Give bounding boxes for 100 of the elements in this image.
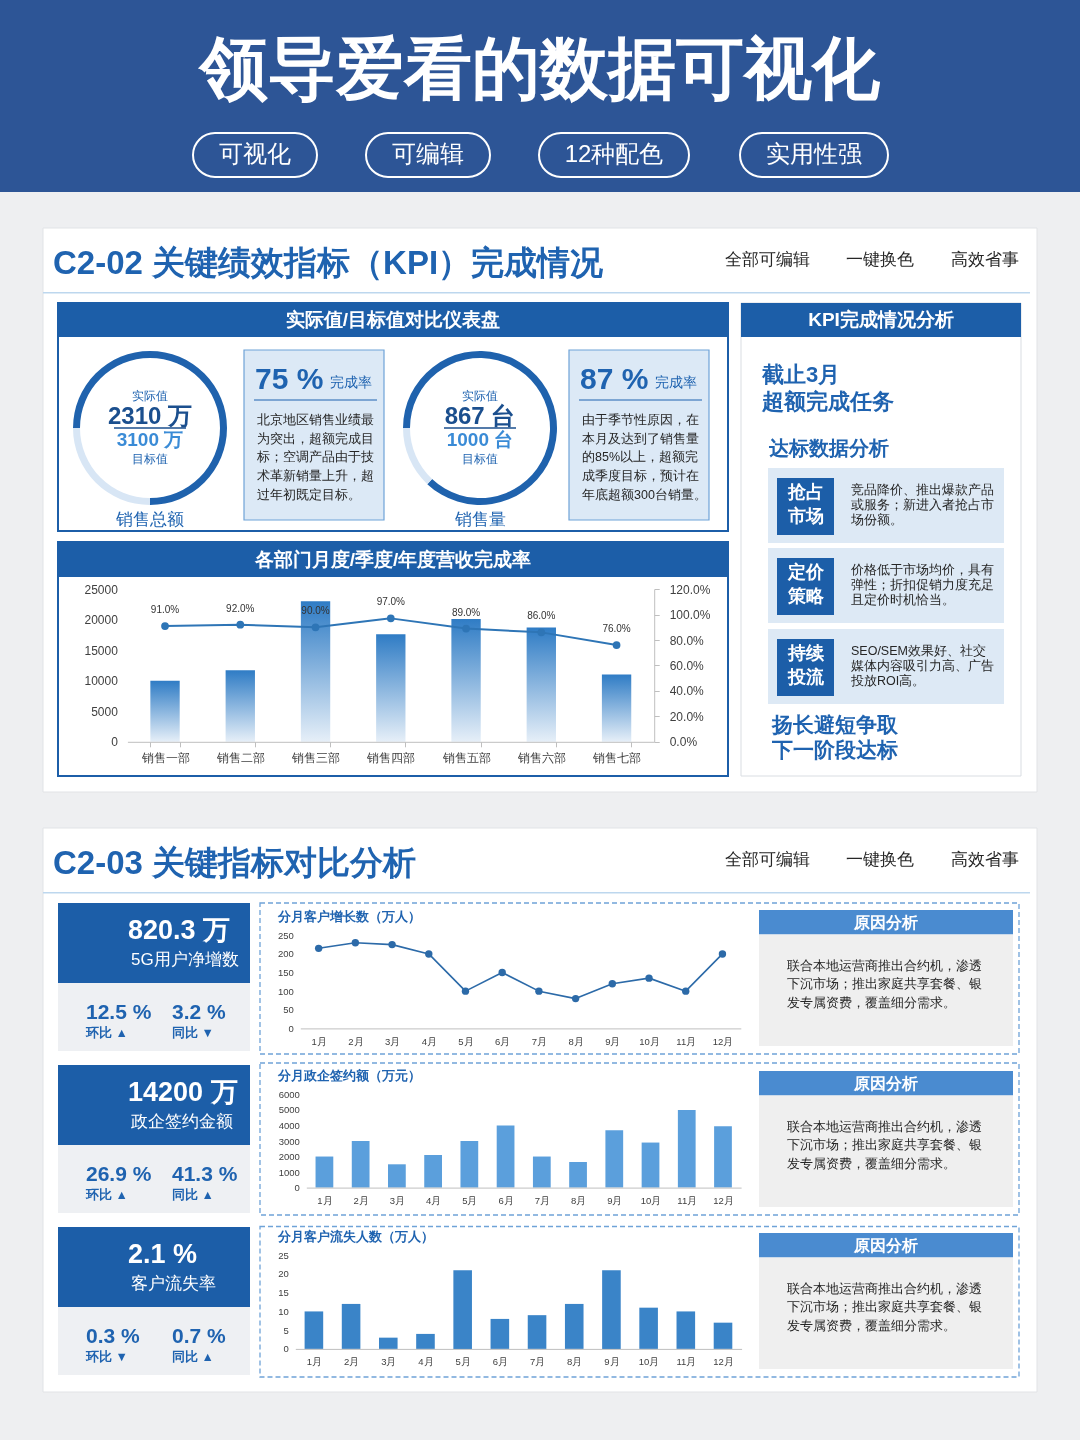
text: 可视化 [219,140,291,167]
bar [602,1270,621,1349]
point [388,940,396,949]
text: 环比 ▲ [85,1026,128,1040]
point [682,987,690,995]
x-tick-label: 12月 [712,1035,734,1047]
bar [341,1303,361,1349]
bar [150,680,180,742]
point [236,620,245,629]
point [314,944,323,953]
y-tick-label: 5 [283,1324,289,1336]
data-label: 90.0% [301,605,330,617]
text: 41.3 % [172,1162,238,1185]
point [498,968,506,977]
text: 全部可编辑 [725,250,810,269]
donut-slice [403,351,557,505]
x-tick-label: 销售二部 [215,751,265,765]
y2-tick-label: 120.0% [669,582,711,597]
text: 完成率 [330,375,372,390]
text: 0.3 % [86,1324,141,1347]
text: 实际值 [462,389,498,403]
y2-tick-label: 60.0% [669,658,705,673]
text: 销售总额 [115,510,184,529]
text: 持续投流 [786,643,825,687]
x-tick-label: 2月 [353,1195,369,1207]
text: 一键换色 [846,850,914,869]
text: 820.3 万 [128,915,231,945]
point [645,974,653,982]
point [425,950,433,958]
point [718,950,727,958]
bar [496,1125,515,1188]
text: SEO/SEM效果好、社交媒体内容吸引力高、广告投放ROI高。 [850,643,994,688]
bar [532,1156,551,1188]
bar [451,619,481,742]
x-tick-label: 6月 [492,1356,508,1368]
y-tick-label: 25 [278,1249,289,1261]
text: 联合本地运营商推出合约机，渗透下沉市场；推出家庭共享套餐、银发专属资费，覆盖细分需求。 [787,1282,982,1333]
text: 高效省事 [951,250,1019,269]
text: 截止3月 [761,362,841,387]
y-tick-label: 5000 [278,1104,300,1116]
y-tick-label: 15 [278,1287,289,1299]
y-tick-label: 10000 [84,674,119,689]
text: 26.9 % [86,1162,152,1185]
x-tick-label: 销售一部 [140,751,190,765]
x-tick-label: 8月 [568,1035,584,1047]
x-tick-label: 8月 [570,1195,587,1207]
text: 同比 ▲ [172,1350,214,1364]
y-tick-label: 100 [277,985,294,997]
x-tick-label: 销售七部 [592,751,642,765]
x-tick-label: 1月 [311,1035,327,1047]
y-tick-label: 4000 [278,1119,300,1131]
bar [639,1307,658,1349]
x-tick-label: 销售四部 [366,751,416,765]
text: 可编辑 [392,140,464,167]
bar [569,1161,587,1188]
x-tick-label: 3月 [384,1035,401,1047]
text: 竞品降价、推出爆款产品或服务；新进入者抢占市场份额。 [850,483,994,527]
text: 下一阶段达标 [771,738,898,761]
text: 领导爱看的数据可视化 [197,30,881,106]
text: 原因分析 [853,1074,918,1092]
y-tick-label: 10 [278,1305,289,1317]
point [535,987,543,995]
point [462,624,470,633]
text: 政企签约金额 [131,1112,233,1131]
text: 12种配色 [564,140,664,167]
text: 同比 ▲ [172,1188,214,1202]
data-label: 76.0% [602,623,631,635]
y2-tick-label: 20.0% [669,709,705,724]
chart-title: 分月政企签约额（万元） [277,1068,421,1083]
bar [424,1154,442,1188]
point [161,622,169,630]
chart-title: 分月客户流失人数（万人） [277,1229,434,1244]
point [351,939,360,947]
bar [378,1337,398,1349]
x-tick-label: 5月 [458,1035,474,1047]
text: C2-03 关键指标对比分析 [53,844,417,881]
bar [641,1142,660,1188]
y-tick-label: 3000 [278,1135,300,1147]
bar [416,1333,435,1349]
text: 0.7 % [172,1324,227,1347]
bar [677,1109,696,1188]
data-label: 89.0% [451,606,481,618]
data-label: 92.0% [226,602,255,614]
x-tick-label: 销售三部 [291,751,341,765]
text: 销售量 [453,510,506,529]
text: 同比 ▼ [172,1026,214,1040]
point [386,614,395,623]
x-tick-label: 3月 [389,1195,406,1207]
y-tick-label: 1000 [278,1166,300,1178]
x-tick-label: 9月 [605,1035,621,1047]
text: 14200 万 [128,1077,238,1107]
data-label: 97.0% [376,596,406,608]
x-tick-label: 12月 [713,1195,734,1207]
y-tick-label: 5000 [91,704,119,719]
text: 5G用户净增数 [131,950,239,969]
bar [315,1156,334,1188]
bar [351,1141,370,1188]
x-tick-label: 4月 [418,1356,434,1368]
y-tick-label: 20 [278,1268,289,1280]
y-tick-label: 20000 [84,613,119,628]
